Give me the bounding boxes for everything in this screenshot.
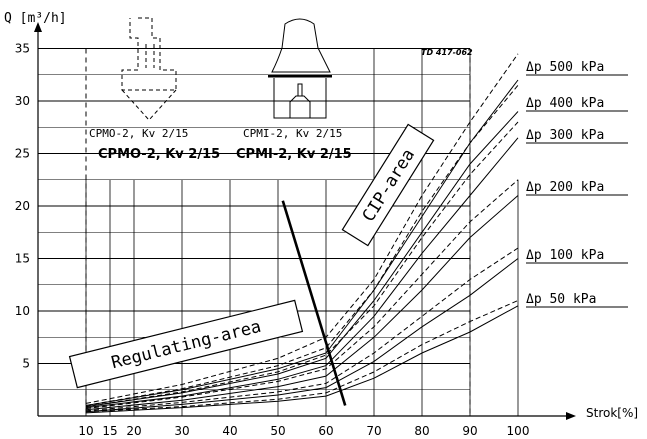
series-line (85, 121, 519, 408)
y-tick-label: 30 (15, 94, 30, 108)
x-tick-label: 30 (174, 424, 189, 438)
axes (34, 22, 576, 420)
series-layer (85, 53, 519, 414)
x-tick-label: 10 (78, 424, 93, 438)
x-tick-label: 50 (270, 424, 285, 438)
tick-labels: 5 10 15 20 25 30 35 10 15 20 30 40 50 60 70 80 90 100 (15, 42, 530, 439)
pressure-label-200: Δp 200 kPa (526, 180, 604, 195)
pressure-label-50: Δp 50 kPa (526, 292, 596, 307)
y-tick-label: 5 (22, 357, 30, 371)
series-line (85, 53, 519, 404)
y-tick-label: 35 (15, 42, 30, 56)
series-line (85, 84, 519, 406)
series-line (85, 195, 519, 411)
y-tick-label: 20 (15, 199, 30, 213)
series-line (85, 258, 519, 413)
pressure-label-300: Δp 300 kPa (526, 128, 604, 143)
series-line (85, 111, 519, 408)
y-tick-label: 10 (15, 304, 30, 318)
x-tick-label: 70 (366, 424, 381, 438)
series-line (85, 247, 519, 412)
cpmi-caption-bold: CPMI-2, Kv 2/15 (236, 147, 352, 162)
cip-area-label-box: CIP-area (341, 123, 435, 247)
cip-area-box (341, 123, 435, 247)
y-axis-arrow (34, 22, 42, 32)
x-axis-title: Strok[%] (586, 406, 638, 420)
x-tick-label: 80 (414, 424, 429, 438)
cpmo-caption-small: CPMO-2, Kv 2/15 (89, 127, 188, 140)
series-line (85, 179, 519, 410)
reference-code: TD 417-062 (421, 48, 473, 57)
x-tick-label: 15 (102, 424, 117, 438)
x-tick-label: 20 (126, 424, 141, 438)
cpmi-caption-small: CPMI-2, Kv 2/15 (243, 127, 342, 140)
y-tick-label: 25 (15, 147, 30, 161)
x-tick-label: 60 (318, 424, 333, 438)
cpmo-valve-drawing (121, 17, 177, 121)
regulating-area-box (68, 299, 304, 389)
pressure-label-400: Δp 400 kPa (526, 96, 604, 111)
series-line (85, 305, 519, 414)
x-axis-arrow (566, 412, 576, 420)
x-tick-label: 40 (222, 424, 237, 438)
series-line (85, 137, 519, 409)
grid (38, 48, 519, 416)
pressure-labels: Δp 500 kPa Δp 400 kPa Δp 300 kPa Δp 200 … (526, 60, 628, 308)
pressure-label-500: Δp 500 kPa (526, 60, 604, 75)
y-axis-title: Q [m³/h] (4, 11, 67, 26)
cpmo-caption-bold: CPMO-2, Kv 2/15 (98, 147, 220, 162)
pressure-label-100: Δp 100 kPa (526, 248, 604, 263)
series-line (85, 300, 519, 413)
x-tick-label: 90 (462, 424, 477, 438)
y-tick-label: 15 (15, 252, 30, 266)
cpmi-valve-drawing (268, 18, 332, 119)
area-divider-line (281, 200, 347, 406)
x-tick-label: 100 (507, 424, 530, 438)
